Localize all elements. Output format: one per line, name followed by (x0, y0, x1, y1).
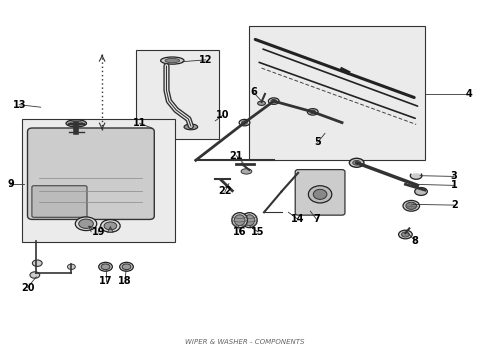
Text: 9: 9 (7, 179, 14, 189)
Text: 14: 14 (291, 215, 304, 224)
Ellipse shape (405, 202, 416, 210)
Text: WIPER & WASHER - COMPONENTS: WIPER & WASHER - COMPONENTS (184, 339, 304, 345)
Ellipse shape (70, 121, 82, 126)
Ellipse shape (409, 172, 421, 179)
Ellipse shape (67, 264, 75, 270)
Ellipse shape (241, 213, 257, 228)
Ellipse shape (241, 121, 247, 125)
Ellipse shape (164, 58, 179, 63)
Ellipse shape (99, 262, 112, 271)
Text: 5: 5 (314, 138, 320, 147)
Ellipse shape (120, 262, 133, 271)
Text: 4: 4 (465, 89, 471, 99)
FancyBboxPatch shape (27, 128, 154, 220)
Text: 6: 6 (249, 87, 256, 97)
Text: 13: 13 (13, 100, 26, 110)
Text: 21: 21 (229, 150, 243, 161)
Ellipse shape (79, 219, 93, 228)
Ellipse shape (66, 120, 86, 127)
Ellipse shape (160, 57, 183, 64)
Ellipse shape (239, 120, 249, 126)
Text: 16: 16 (232, 227, 246, 237)
Text: 10: 10 (215, 111, 229, 121)
Text: 1: 1 (450, 180, 457, 190)
Ellipse shape (257, 101, 265, 105)
Ellipse shape (244, 215, 254, 226)
Ellipse shape (241, 169, 251, 174)
Text: 3: 3 (450, 171, 457, 181)
Text: 20: 20 (20, 283, 34, 293)
Ellipse shape (234, 215, 244, 226)
Ellipse shape (75, 217, 97, 230)
FancyBboxPatch shape (32, 186, 87, 217)
Ellipse shape (352, 161, 360, 165)
Ellipse shape (313, 189, 326, 199)
Ellipse shape (270, 99, 276, 103)
Ellipse shape (101, 264, 110, 270)
Ellipse shape (32, 260, 42, 266)
Text: 8: 8 (411, 236, 418, 246)
Ellipse shape (231, 213, 247, 228)
Ellipse shape (308, 186, 331, 203)
Ellipse shape (414, 188, 427, 195)
Text: 12: 12 (198, 55, 212, 65)
Bar (136, 50, 219, 139)
Ellipse shape (101, 220, 120, 232)
FancyBboxPatch shape (295, 170, 344, 215)
Text: 15: 15 (251, 227, 264, 237)
Ellipse shape (104, 222, 117, 230)
Text: 7: 7 (313, 215, 319, 224)
Ellipse shape (402, 201, 419, 211)
Ellipse shape (348, 158, 363, 167)
Ellipse shape (122, 264, 131, 270)
Ellipse shape (398, 230, 411, 239)
Bar (249, 26, 424, 160)
Ellipse shape (268, 98, 279, 104)
Text: 19: 19 (91, 227, 105, 237)
Text: 22: 22 (218, 186, 231, 197)
Bar (22, 119, 175, 242)
Text: 2: 2 (450, 200, 457, 210)
Ellipse shape (309, 110, 315, 114)
Ellipse shape (30, 272, 40, 278)
Ellipse shape (401, 232, 408, 237)
Text: 18: 18 (118, 276, 132, 286)
Ellipse shape (183, 124, 197, 130)
Text: 11: 11 (133, 118, 146, 128)
Text: 17: 17 (99, 276, 112, 286)
Ellipse shape (307, 109, 318, 115)
